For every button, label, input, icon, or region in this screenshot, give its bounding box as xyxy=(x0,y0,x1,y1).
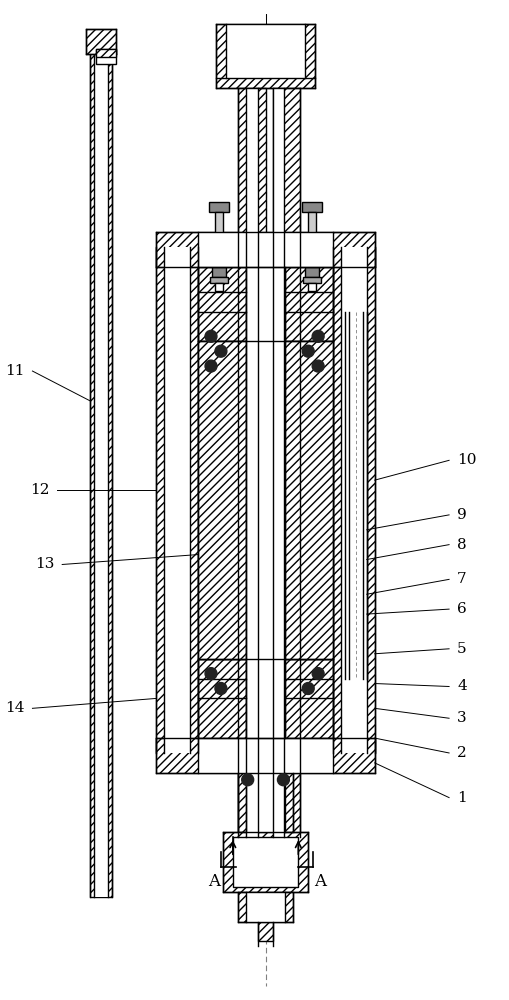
Circle shape xyxy=(205,668,217,680)
Bar xyxy=(215,212,223,267)
Circle shape xyxy=(312,360,324,372)
Circle shape xyxy=(302,683,314,694)
Bar xyxy=(198,267,246,341)
Text: 11: 11 xyxy=(5,364,24,378)
Bar xyxy=(246,267,286,341)
Bar xyxy=(198,341,246,659)
Bar xyxy=(238,773,293,832)
Bar xyxy=(226,24,305,78)
Text: 10: 10 xyxy=(457,453,476,467)
Bar xyxy=(198,267,333,738)
Bar xyxy=(96,49,116,57)
Bar xyxy=(246,341,286,659)
Bar xyxy=(286,341,333,659)
Text: 13: 13 xyxy=(35,557,54,571)
Bar xyxy=(345,312,367,679)
Text: 2: 2 xyxy=(457,746,467,760)
Bar xyxy=(96,49,116,64)
Text: 1: 1 xyxy=(457,791,467,805)
Circle shape xyxy=(205,360,217,372)
Circle shape xyxy=(242,774,253,786)
Bar xyxy=(198,341,246,659)
Bar xyxy=(233,837,298,887)
Text: 4: 4 xyxy=(457,679,467,693)
Bar xyxy=(90,34,112,897)
Circle shape xyxy=(277,774,290,786)
Bar xyxy=(156,247,198,753)
Bar xyxy=(164,247,190,753)
Bar xyxy=(223,832,308,892)
Text: 8: 8 xyxy=(457,538,467,552)
Bar xyxy=(216,24,315,88)
Text: 12: 12 xyxy=(30,483,49,497)
Bar xyxy=(303,277,321,283)
Bar xyxy=(308,212,316,267)
Bar xyxy=(305,267,319,277)
Bar xyxy=(238,88,266,837)
Circle shape xyxy=(312,668,324,680)
Bar xyxy=(286,659,333,738)
Bar xyxy=(246,773,286,832)
Text: 6: 6 xyxy=(457,602,467,616)
Bar xyxy=(156,738,375,773)
Bar xyxy=(286,341,333,659)
Bar xyxy=(272,88,300,837)
Text: 14: 14 xyxy=(5,701,24,715)
Circle shape xyxy=(302,345,314,357)
Circle shape xyxy=(215,345,227,357)
Bar xyxy=(210,277,228,283)
Bar xyxy=(198,738,333,773)
Bar xyxy=(209,202,229,212)
Bar xyxy=(308,283,316,291)
Circle shape xyxy=(205,330,217,342)
Bar xyxy=(341,247,367,753)
Text: A: A xyxy=(208,873,220,890)
Bar xyxy=(246,892,286,922)
Text: 5: 5 xyxy=(457,642,467,656)
Bar xyxy=(198,232,333,267)
Text: 7: 7 xyxy=(457,572,467,586)
Bar xyxy=(246,659,286,738)
Bar xyxy=(349,312,363,679)
Circle shape xyxy=(312,330,324,342)
Bar xyxy=(246,88,258,837)
Bar xyxy=(198,659,246,738)
Text: 9: 9 xyxy=(457,508,467,522)
Text: 3: 3 xyxy=(457,711,467,725)
Bar xyxy=(272,88,285,837)
Bar xyxy=(212,267,226,277)
Circle shape xyxy=(215,683,227,694)
Bar xyxy=(302,202,322,212)
Bar xyxy=(86,29,116,54)
Bar xyxy=(286,267,333,341)
Bar xyxy=(238,892,293,922)
Bar xyxy=(333,247,375,753)
Bar xyxy=(215,283,223,291)
Text: A: A xyxy=(314,873,326,890)
Bar xyxy=(94,34,108,897)
Bar xyxy=(156,232,375,267)
Bar xyxy=(258,922,273,941)
